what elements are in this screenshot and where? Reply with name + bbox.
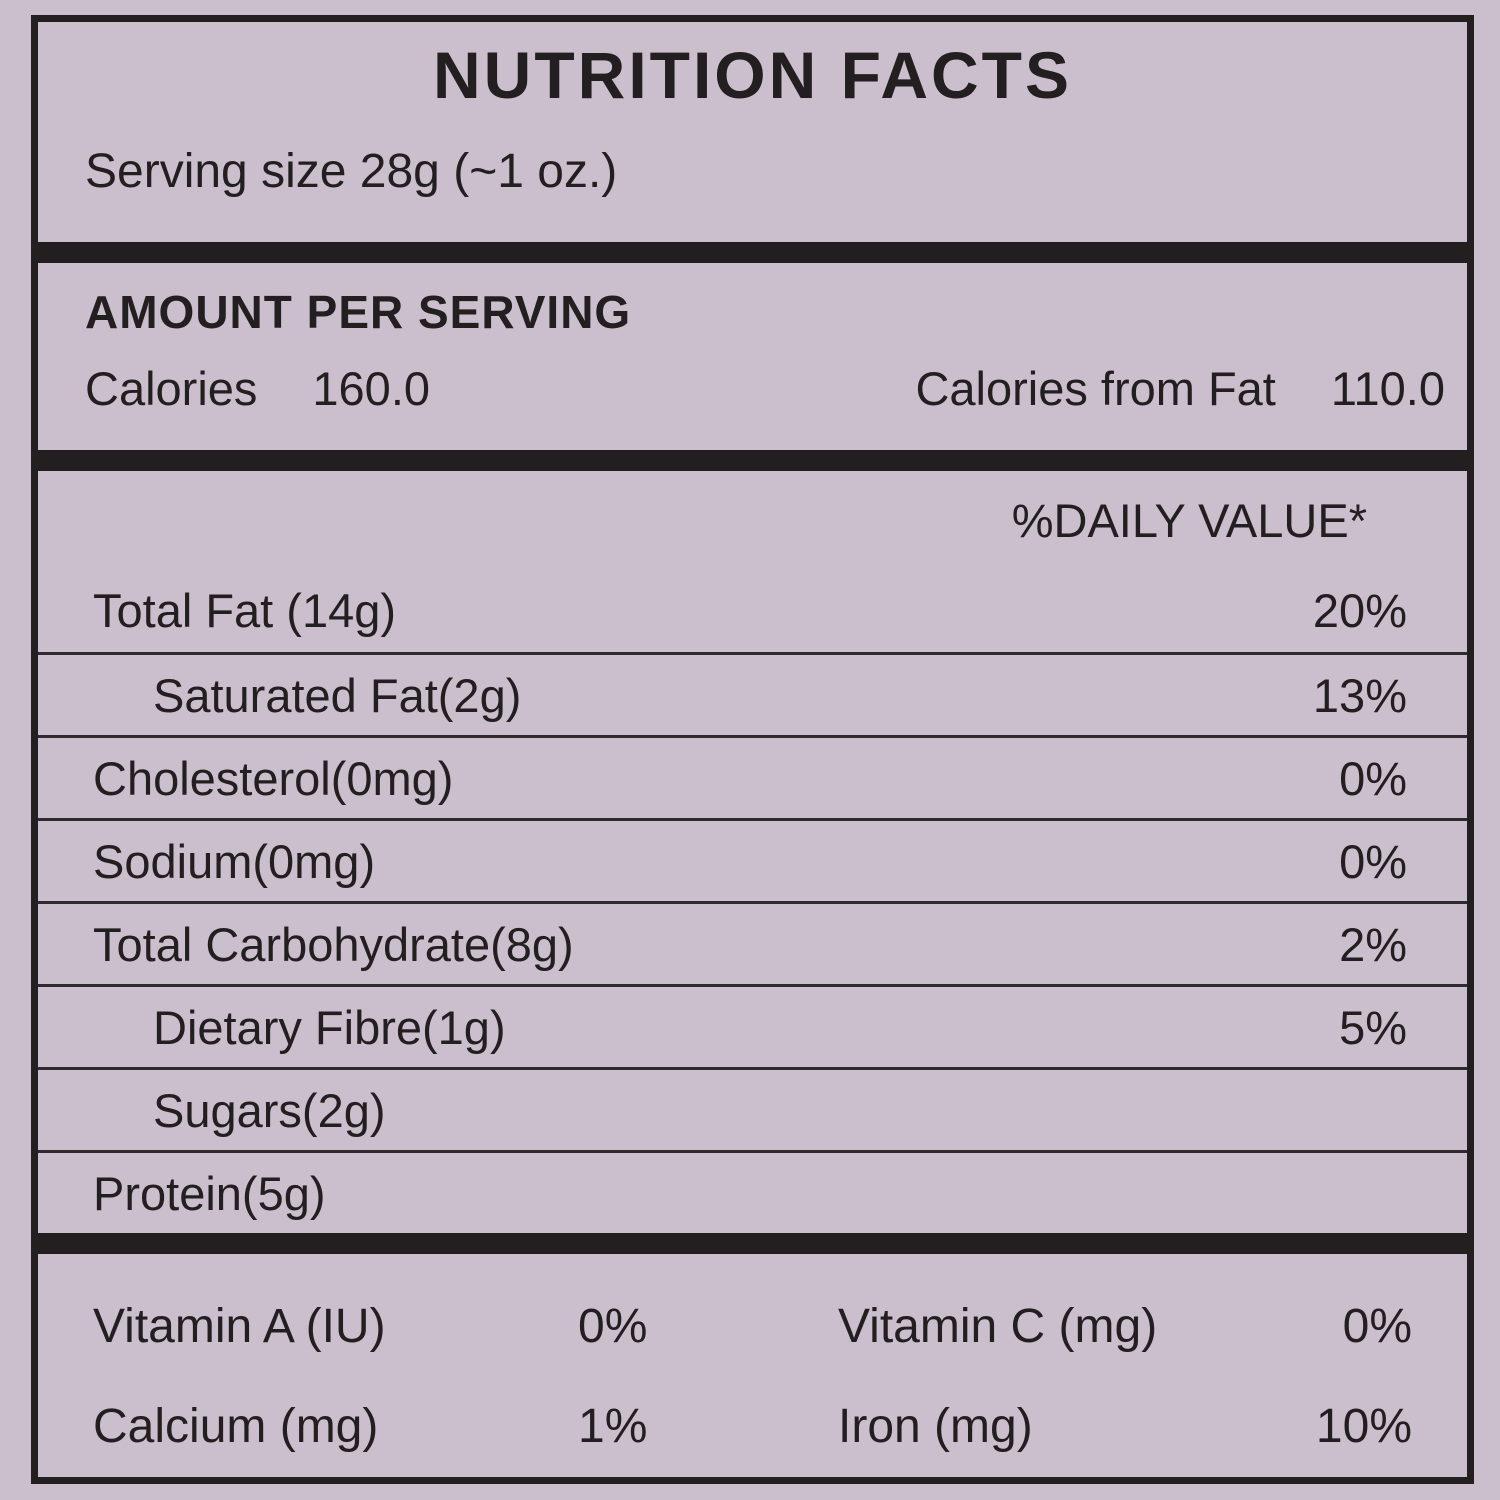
- nutrient-percent: 5%: [1339, 1000, 1407, 1054]
- nutrient-percent: 0%: [1339, 751, 1407, 805]
- section-divider-bar: [38, 1233, 1467, 1254]
- nutrient-row: Total Fat (14g) 20%: [38, 569, 1467, 652]
- nutrient-label: Total Fat (14g): [93, 584, 397, 637]
- micronutrient-value: 0%: [1342, 1299, 1412, 1353]
- nutrient-percent: 2%: [1339, 917, 1407, 971]
- calories-row: Calories 160.0 Calories from Fat 110.0: [38, 365, 1467, 412]
- nutrient-label: Sodium(0mg): [93, 834, 376, 888]
- nutrient-percent: 20%: [1312, 584, 1407, 637]
- nutrient-percent: 0%: [1339, 834, 1407, 888]
- label-title: NUTRITION FACTS: [433, 38, 1072, 112]
- micronutrient-label: Vitamin A (IU): [93, 1299, 386, 1353]
- nutrition-facts-label: NUTRITION FACTS Serving size 28g (~1 oz.…: [31, 15, 1474, 1484]
- amount-per-serving-heading: AMOUNT PER SERVING: [85, 286, 632, 338]
- micronutrient-value: 10%: [1315, 1399, 1412, 1453]
- micronutrient-label: Vitamin C (mg): [838, 1299, 1158, 1353]
- calories-right: Calories from Fat 110.0: [915, 365, 1445, 412]
- nutrient-percent: 13%: [1312, 668, 1407, 722]
- nutrient-label: Protein(5g): [93, 1166, 326, 1220]
- nutrient-row: Protein(5g): [38, 1150, 1467, 1233]
- section-divider-bar: [38, 242, 1467, 263]
- nutrient-row: Saturated Fat(2g) 13%: [38, 652, 1467, 735]
- nutrient-row: Total Carbohydrate(8g) 2%: [38, 901, 1467, 984]
- nutrient-row: Sugars(2g): [38, 1067, 1467, 1150]
- nutrient-row: Sodium(0mg) 0%: [38, 818, 1467, 901]
- micronutrient-label: Calcium (mg): [93, 1399, 379, 1453]
- daily-value-heading: %DAILY VALUE*: [1011, 493, 1367, 547]
- nutrient-label: Saturated Fat(2g): [153, 668, 522, 722]
- nutrient-label: Sugars(2g): [153, 1083, 386, 1137]
- micronutrient-grid: Vitamin A (IU) 0% Vitamin C (mg) 0% Calcium …: [38, 1276, 1467, 1476]
- micronutrient-value: 0%: [578, 1299, 648, 1353]
- micronutrient-value: 1%: [578, 1399, 648, 1453]
- nutrient-row: Dietary Fibre(1g) 5%: [38, 984, 1467, 1067]
- nutrient-label: Total Carbohydrate(8g): [93, 917, 574, 971]
- nutrient-row: Cholesterol(0mg) 0%: [38, 735, 1467, 818]
- nutrient-label: Dietary Fibre(1g): [153, 1000, 506, 1054]
- serving-size-text: Serving size 28g (~1 oz.): [85, 145, 618, 198]
- calories-value: 160.0: [312, 362, 431, 415]
- calories-from-fat-value: 110.0: [1330, 362, 1445, 415]
- nutrient-label: Cholesterol(0mg): [93, 751, 454, 805]
- calories-from-fat-label: Calories from Fat: [915, 362, 1276, 415]
- micronutrient-label: Iron (mg): [838, 1399, 1033, 1453]
- nutrient-table: Total Fat (14g) 20% Saturated Fat(2g) 13% Ch…: [38, 569, 1467, 1233]
- section-divider-bar: [38, 450, 1467, 471]
- calories-label: Calories: [85, 362, 258, 415]
- calories-left: Calories 160.0: [85, 365, 430, 412]
